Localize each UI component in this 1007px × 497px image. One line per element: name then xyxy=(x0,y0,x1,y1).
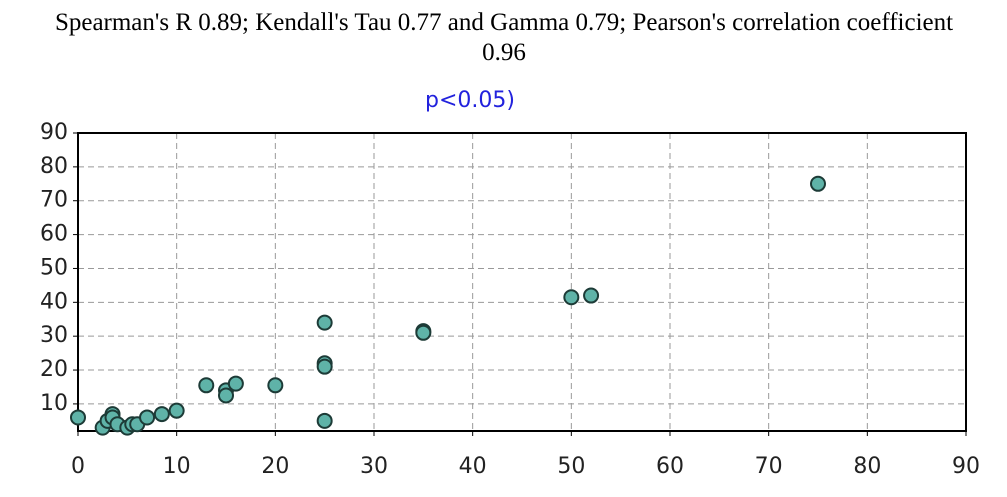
point xyxy=(563,289,580,306)
y-tick-label: 80 xyxy=(40,154,68,179)
point xyxy=(168,402,185,419)
x-tick-label: 80 xyxy=(853,454,881,479)
x-tick-label: 40 xyxy=(459,454,487,479)
point xyxy=(316,358,333,375)
x-tick-label: 50 xyxy=(557,454,585,479)
x-tick-label: 30 xyxy=(360,454,388,479)
y-tick-label: 70 xyxy=(40,188,68,213)
y-tick-label: 20 xyxy=(40,357,68,382)
x-tick-label: 70 xyxy=(755,454,783,479)
y-tick-label: 60 xyxy=(40,222,68,247)
point xyxy=(153,406,170,423)
x-tick-label: 0 xyxy=(71,454,85,479)
point xyxy=(316,314,333,331)
chart-title: Spearman's R 0.89; Kendall's Tau 0.77 an… xyxy=(54,9,954,66)
y-tick-label: 90 xyxy=(40,120,68,145)
point xyxy=(267,377,284,394)
chart-subtitle: p<0.05) xyxy=(425,88,515,113)
y-tick-label: 50 xyxy=(40,255,68,280)
x-tick-label: 10 xyxy=(163,454,191,479)
x-tick-label: 20 xyxy=(261,454,289,479)
point xyxy=(415,324,432,341)
point xyxy=(810,175,826,192)
point xyxy=(316,412,333,429)
point xyxy=(583,287,600,304)
x-tick-label: 60 xyxy=(656,454,684,479)
point xyxy=(70,409,86,426)
point xyxy=(227,375,244,392)
plot-frame xyxy=(77,132,967,432)
point xyxy=(198,377,215,394)
y-tick-label: 30 xyxy=(40,323,68,348)
x-tick-label: 90 xyxy=(952,454,980,479)
point xyxy=(218,387,234,404)
point xyxy=(139,409,156,426)
y-tick-label: 40 xyxy=(40,289,68,314)
y-tick-label: 10 xyxy=(40,391,68,416)
